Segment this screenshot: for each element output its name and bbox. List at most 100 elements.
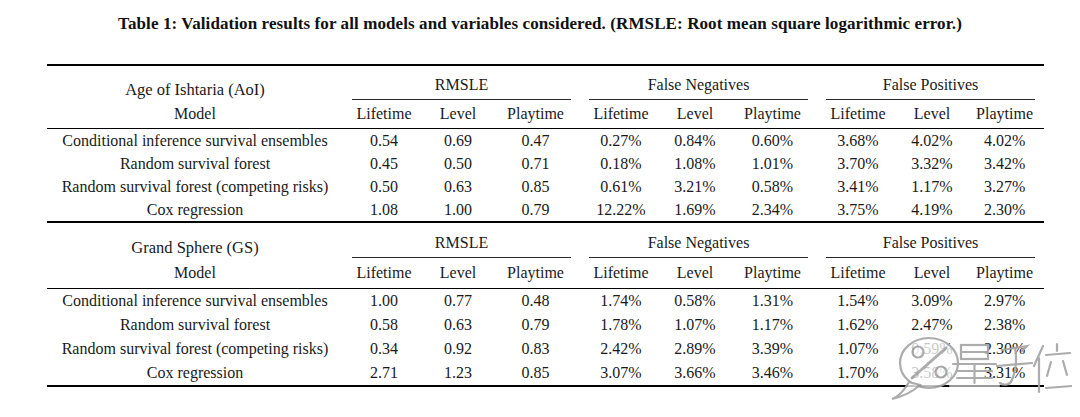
value-cell: 0.85 (491, 175, 580, 198)
value-cell: 2.30% (965, 337, 1044, 361)
value-cell: 0.79 (491, 313, 580, 337)
value-cell: 0.45 (343, 152, 425, 175)
value-cell: 1.69% (662, 198, 728, 222)
value-cell: 4.19% (899, 198, 965, 222)
col-lifetime: Lifetime (343, 100, 425, 129)
value-cell: 0.71 (491, 152, 580, 175)
column-group-rmsle: RMSLE (343, 222, 580, 258)
column-group-false-positives: False Positives (817, 222, 1044, 258)
subheader-row: Model Lifetime Level Playtime Lifetime L… (47, 100, 1044, 129)
value-cell: 1.31% (728, 289, 817, 314)
value-cell: 2.30% (965, 198, 1044, 222)
section-header-row: Grand Sphere (GS) RMSLE False Negatives … (47, 222, 1044, 258)
column-group-false-negatives: False Negatives (580, 222, 817, 258)
value-cell: 0.58 (343, 313, 425, 337)
model-column-header: Model (47, 258, 343, 289)
paper-table-page: Table 1: Validation results for all mode… (0, 0, 1080, 417)
value-cell: 0.77 (425, 289, 491, 314)
value-cell: 3.70% (817, 152, 899, 175)
col-lifetime: Lifetime (580, 100, 662, 129)
table-row: Random survival forest (competing risks)… (47, 337, 1044, 361)
model-cell: Cox regression (47, 198, 343, 222)
section-title-aoi: Age of Ishtaria (AoI) (47, 65, 343, 100)
value-cell: 0.54 (343, 129, 425, 153)
value-cell: 3.21% (662, 175, 728, 198)
value-cell: 1.08% (662, 152, 728, 175)
col-lifetime: Lifetime (817, 100, 899, 129)
section-header-row: Age of Ishtaria (AoI) RMSLE False Negati… (47, 65, 1044, 100)
value-cell: 0.58% (728, 175, 817, 198)
value-cell: 1.78% (580, 313, 662, 337)
value-cell: 2.38% (965, 313, 1044, 337)
value-cell: 1.74% (580, 289, 662, 314)
value-cell: 3.75% (817, 198, 899, 222)
col-level: Level (425, 258, 491, 289)
value-cell: 1.00 (343, 289, 425, 314)
value-cell: 1.70% (817, 361, 899, 386)
value-cell: 1.07% (817, 337, 899, 361)
value-cell: 1.62% (817, 313, 899, 337)
column-group-false-negatives: False Negatives (580, 65, 817, 100)
table-row: Conditional inference survival ensembles… (47, 289, 1044, 314)
value-cell: 1.23 (425, 361, 491, 386)
value-cell: 3.66% (662, 361, 728, 386)
table-row: Conditional inference survival ensembles… (47, 129, 1044, 153)
table-row: Random survival forest 0.58 0.63 0.79 1.… (47, 313, 1044, 337)
model-cell: Conditional inference survival ensembles (47, 289, 343, 314)
value-cell: 0.92 (425, 337, 491, 361)
col-playtime: Playtime (491, 258, 580, 289)
value-cell: 4.02% (965, 129, 1044, 153)
value-cell: 2.47% (899, 313, 965, 337)
value-cell: 3.68% (817, 129, 899, 153)
value-cell: 0.59% (899, 337, 965, 361)
value-cell: 4.02% (899, 129, 965, 153)
model-cell: Random survival forest (47, 152, 343, 175)
value-cell: 1.17% (899, 175, 965, 198)
value-cell: 2.42% (580, 337, 662, 361)
col-playtime: Playtime (965, 100, 1044, 129)
value-cell: 1.01% (728, 152, 817, 175)
value-cell: 0.63 (425, 175, 491, 198)
value-cell: 0.34 (343, 337, 425, 361)
value-cell: 3.39% (728, 337, 817, 361)
col-playtime: Playtime (965, 258, 1044, 289)
col-level: Level (425, 100, 491, 129)
value-cell: 0.63 (425, 313, 491, 337)
table-row: Random survival forest (competing risks)… (47, 175, 1044, 198)
column-group-rmsle: RMSLE (343, 65, 580, 100)
value-cell: 1.54% (817, 289, 899, 314)
value-cell: 2.71 (343, 361, 425, 386)
col-lifetime: Lifetime (817, 258, 899, 289)
value-cell: 0.83 (491, 337, 580, 361)
value-cell: 3.09% (899, 289, 965, 314)
value-cell: 3.41% (817, 175, 899, 198)
col-playtime: Playtime (728, 100, 817, 129)
value-cell: 3.07% (580, 361, 662, 386)
model-cell: Random survival forest (47, 313, 343, 337)
model-cell: Random survival forest (competing risks) (47, 175, 343, 198)
value-cell: 0.79 (491, 198, 580, 222)
value-cell: 3.42% (965, 152, 1044, 175)
col-level: Level (662, 258, 728, 289)
value-cell: 0.27% (580, 129, 662, 153)
value-cell: 0.50 (425, 152, 491, 175)
col-playtime: Playtime (491, 100, 580, 129)
value-cell: 1.00 (425, 198, 491, 222)
table-row: Cox regression 2.71 1.23 0.85 3.07% 3.66… (47, 361, 1044, 386)
column-group-false-positives: False Positives (817, 65, 1044, 100)
col-level: Level (899, 258, 965, 289)
col-level: Level (662, 100, 728, 129)
value-cell: 3.27% (965, 175, 1044, 198)
subheader-row: Model Lifetime Level Playtime Lifetime L… (47, 258, 1044, 289)
table-caption: Table 1: Validation results for all mode… (0, 0, 1080, 34)
value-cell: 0.50 (343, 175, 425, 198)
value-cell: 2.97% (965, 289, 1044, 314)
col-lifetime: Lifetime (580, 258, 662, 289)
value-cell: 3.58% (899, 361, 965, 386)
value-cell: 12.22% (580, 198, 662, 222)
value-cell: 2.34% (728, 198, 817, 222)
value-cell: 0.84% (662, 129, 728, 153)
value-cell: 0.61% (580, 175, 662, 198)
value-cell: 0.85 (491, 361, 580, 386)
table-row: Random survival forest 0.45 0.50 0.71 0.… (47, 152, 1044, 175)
